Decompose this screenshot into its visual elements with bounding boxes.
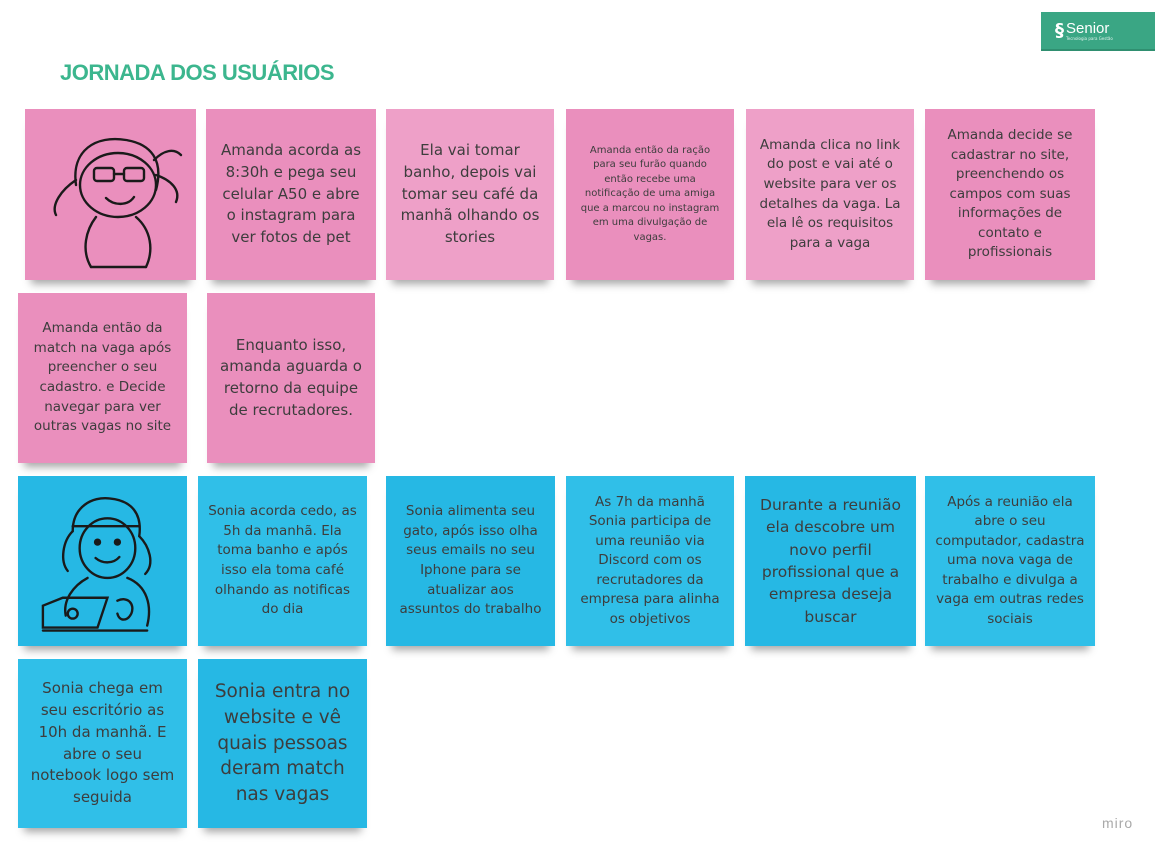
sonia-note-1[interactable]: Sonia acorda cedo, as 5h da manhã. Ela t… [198, 476, 367, 646]
logo-tagline: Tecnologia para Gestão [1066, 35, 1113, 41]
amanda-drawing-icon [53, 137, 182, 268]
senior-logo-icon: § [1055, 20, 1064, 41]
amanda-note-6[interactable]: Amanda então da match na vaga após preen… [18, 293, 187, 463]
amanda-note-5[interactable]: Amanda decide se cadastrar no site, pree… [925, 109, 1095, 280]
sonia-note-4[interactable]: Durante a reunião ela descobre um novo p… [745, 476, 916, 646]
sonia-portrait-note[interactable] [18, 476, 187, 646]
amanda-note-1[interactable]: Amanda acorda as 8:30h e pega seu celula… [206, 109, 376, 280]
amanda-portrait-note[interactable] [25, 109, 196, 280]
amanda-note-2[interactable]: Ela vai tomar banho, depois vai tomar se… [386, 109, 554, 280]
sonia-note-3[interactable]: As 7h da manhã Sonia participa de uma re… [566, 476, 734, 646]
board-title: JORNADA DOS USUÁRIOS [60, 60, 335, 85]
sonia-drawing-icon [41, 497, 152, 632]
amanda-note-7[interactable]: Enquanto isso, amanda aguarda o retorno … [207, 293, 375, 463]
sonia-note-5[interactable]: Após a reunião ela abre o seu computador… [925, 476, 1095, 646]
amanda-note-3[interactable]: Amanda então da ração para seu furão qua… [566, 109, 734, 280]
logo-name: Senior [1066, 19, 1110, 37]
sonia-note-6[interactable]: Sonia chega em seu escritório as 10h da … [18, 659, 187, 828]
sonia-note-7[interactable]: Sonia entra no website e vê quais pessoa… [198, 659, 367, 828]
miro-watermark: miro [1102, 815, 1134, 831]
amanda-note-4[interactable]: Amanda clica no link do post e vai até o… [746, 109, 914, 280]
senior-logo: § Senior Tecnologia para Gestão [1041, 12, 1155, 51]
sonia-note-2[interactable]: Sonia alimenta seu gato, após isso olha … [386, 476, 555, 646]
